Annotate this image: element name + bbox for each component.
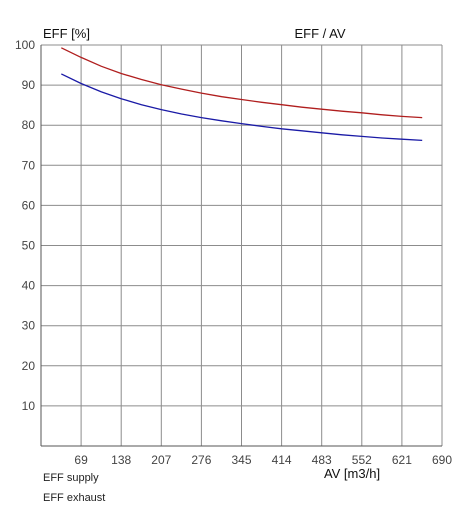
y-tick-label: 50 <box>22 239 36 253</box>
y-tick-label: 10 <box>22 399 36 413</box>
x-tick-labels: 69 138 207 276 345 414 483 552 621 690 <box>74 453 452 467</box>
x-tick-label: 690 <box>432 453 452 467</box>
y-tick-label: 30 <box>22 319 36 333</box>
legend: EFF supply EFF exhaust <box>43 472 105 504</box>
y-tick-label: 100 <box>15 38 35 52</box>
x-tick-label: 621 <box>392 453 412 467</box>
series-line-eff-supply <box>61 73 423 142</box>
x-tick-label: 276 <box>191 453 211 467</box>
y-axis-label: EFF [%] <box>43 26 90 41</box>
y-tick-label: 70 <box>22 158 36 172</box>
x-tick-label: 483 <box>312 453 332 467</box>
y-tick-label: 60 <box>22 198 36 212</box>
grid <box>41 44 443 446</box>
x-tick-label: 69 <box>74 453 88 467</box>
x-tick-label: 138 <box>111 453 131 467</box>
y-tick-label: 40 <box>22 279 36 293</box>
y-tick-label: 90 <box>22 78 36 92</box>
series-lines <box>61 47 423 142</box>
x-tick-label: 552 <box>352 453 372 467</box>
y-tick-label: 80 <box>22 118 36 132</box>
x-tick-label: 414 <box>272 453 292 467</box>
axes <box>40 45 442 447</box>
x-axis-label: AV [m3/h] <box>324 466 380 481</box>
y-tick-labels: 10 20 30 40 50 60 70 80 90 100 <box>15 38 35 413</box>
y-tick-label: 20 <box>22 359 36 373</box>
x-tick-label: 345 <box>231 453 251 467</box>
series-line-eff-exhaust <box>61 47 423 119</box>
legend-item-eff-supply: EFF supply <box>43 472 99 484</box>
legend-item-eff-exhaust: EFF exhaust <box>43 492 105 504</box>
chart-title: EFF / AV <box>294 26 345 41</box>
x-tick-label: 207 <box>151 453 171 467</box>
